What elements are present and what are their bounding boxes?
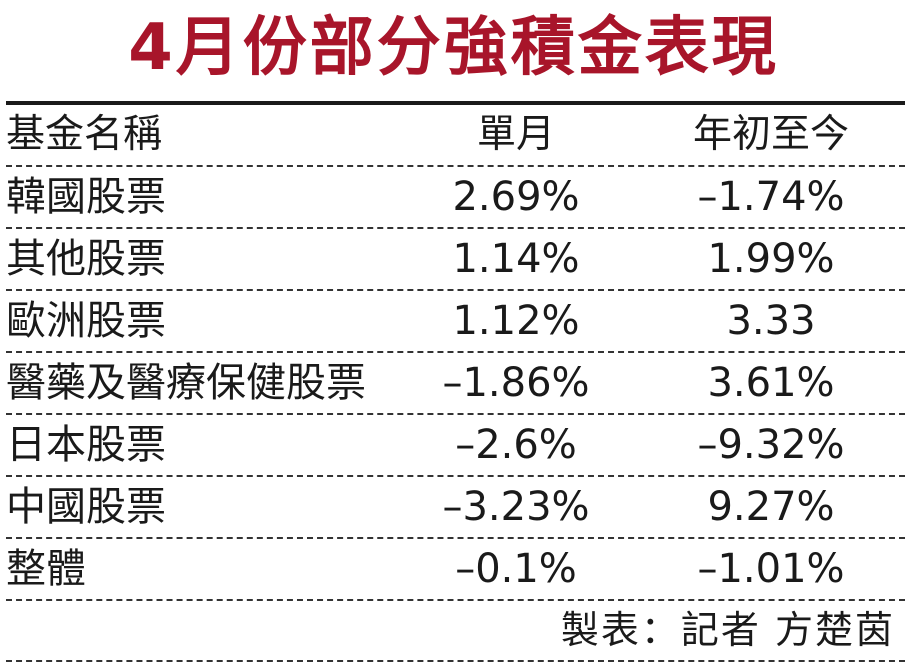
header-fund-name: 基金名稱: [6, 112, 163, 157]
fund-name: 韓國股票: [6, 174, 166, 220]
fund-name: 醫藥及醫療保健股票: [6, 360, 366, 406]
fund-name: 中國股票: [6, 484, 166, 530]
month-return: –1.86%: [442, 360, 590, 406]
fund-name: 歐洲股票: [6, 298, 166, 344]
ytd-return: 3.61%: [707, 360, 835, 406]
month-return: 1.14%: [452, 236, 580, 282]
header-month: 單月: [476, 112, 555, 157]
ytd-return: –9.32%: [697, 422, 845, 468]
table-credit: 製表：記者 方楚茵: [560, 608, 895, 652]
fund-name: 整體: [6, 546, 86, 592]
ytd-return: –1.74%: [697, 174, 845, 220]
table-row: 醫藥及醫療保健股票 –1.86% 3.61%: [6, 353, 905, 415]
ytd-return: 1.99%: [707, 236, 835, 282]
table-header-row: 基金名稱 單月 年初至今: [6, 105, 905, 167]
table-row: 中國股票 –3.23% 9.27%: [6, 477, 905, 539]
month-return: 1.12%: [452, 298, 580, 344]
fund-name: 其他股票: [6, 236, 166, 282]
month-return: 2.69%: [452, 174, 580, 220]
month-return: –2.6%: [455, 422, 577, 468]
table-row: 整體 –0.1% –1.01%: [6, 539, 905, 601]
page-title: 4月份部分強積金表現: [128, 11, 779, 85]
top-divider: [6, 101, 905, 105]
fund-name: 日本股票: [6, 422, 166, 468]
month-return: –3.23%: [442, 484, 590, 530]
table-row: 歐洲股票 1.12% 3.33: [6, 291, 905, 353]
table-row: 韓國股票 2.69% –1.74%: [6, 167, 905, 229]
table-row: 其他股票 1.14% 1.99%: [6, 229, 905, 291]
ytd-return: 9.27%: [707, 484, 835, 530]
ytd-return: 3.33: [726, 298, 816, 344]
header-ytd: 年初至今: [692, 112, 849, 157]
table-row: 日本股票 –2.6% –9.32%: [6, 415, 905, 477]
bottom-divider: [6, 660, 905, 662]
month-return: –0.1%: [455, 546, 577, 592]
ytd-return: –1.01%: [697, 546, 845, 592]
